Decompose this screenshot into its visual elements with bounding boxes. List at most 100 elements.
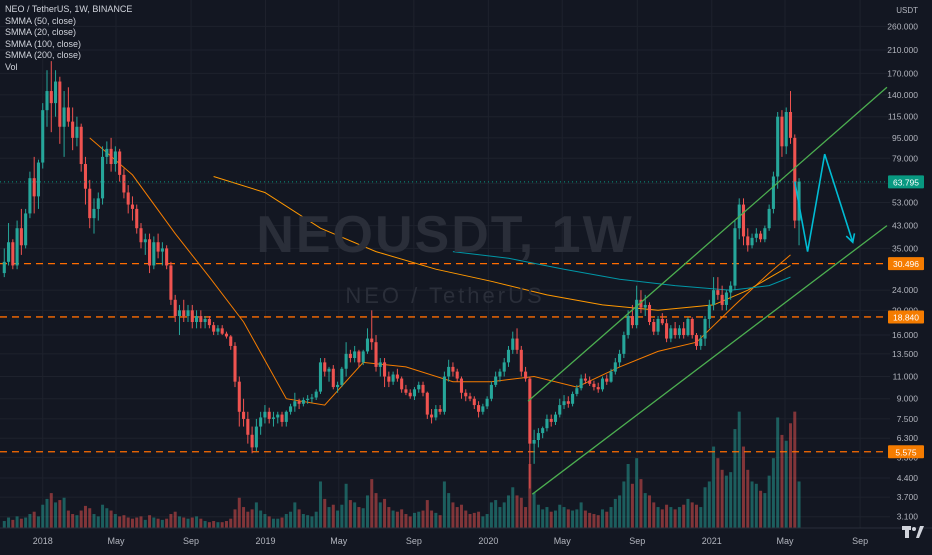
candle-body [699,338,703,346]
candle-body [677,328,681,336]
candle-body [451,366,455,372]
time-tick-label: May [107,536,125,546]
volume-bar [280,517,284,528]
support-marker-box [888,310,924,324]
candle-body [686,318,690,336]
candle-body [220,328,224,334]
support-marker-label: 18.840 [893,312,919,322]
candle-body [609,371,613,382]
volume-bar [767,475,771,528]
volume-bar [156,518,160,528]
candle-body [11,242,15,266]
candle-body [378,362,382,367]
volume-bar [361,508,365,528]
candle-body [36,162,40,197]
candle-body [75,126,79,138]
candle-body [630,316,634,326]
volume-bar [793,411,797,528]
volume-bar [169,514,173,528]
candle-body [442,376,446,412]
volume-bar [54,502,58,528]
candle-body [130,204,135,209]
candle-body [485,398,489,407]
indicator-smma-20[interactable]: SMMA (20, close) [5,27,77,37]
time-axis[interactable]: 2018 May Sep 2019 May Sep 2020 May Sep 2021 May Sep [0,527,932,550]
candle-body [374,342,378,367]
indicator-volume[interactable]: Vol [5,61,18,72]
price-tick-label: 35.000 [892,243,918,253]
volume-bar [596,515,600,528]
candle-body [301,399,305,404]
price-tick-label: 140.000 [887,90,918,100]
volume-bar [784,440,788,528]
candle-body [32,178,36,197]
candle-body [652,322,656,332]
volume-bar [750,481,754,528]
candle-body [647,304,652,323]
candle-body [741,204,746,237]
candle-body [284,411,288,422]
volume-bar [733,429,737,528]
candle-body [459,378,464,393]
price-tick-label: 4.400 [897,473,919,483]
volume-bar [404,514,408,528]
candle-body [186,310,190,317]
volume-bar [246,511,250,528]
volume-bar [451,502,455,528]
candle-body [148,239,152,266]
volume-bar [75,515,79,528]
candle-body [759,233,763,240]
candle-body [83,164,87,189]
smma-line [213,176,791,311]
channel-line-lower [531,225,888,495]
candle-body [767,208,771,229]
candle-body [7,242,11,262]
indicator-smma-100[interactable]: SMMA (100, close) [5,38,82,49]
volume-bar [19,518,23,528]
volume-bar [177,516,181,528]
indicator-smma-200[interactable]: SMMA (200, close) [5,50,82,60]
price-tick-label: 9.000 [897,394,919,404]
candle-body [571,393,575,404]
volume-bars [2,411,801,528]
price-tick-label: 3.100 [897,512,919,522]
volume-bar [720,469,724,528]
tradingview-logo-icon[interactable] [902,524,924,542]
volume-bar [408,516,412,528]
price-tick-label: 6.300 [897,433,919,443]
volume-bar [609,507,613,528]
time-tick-label: 2018 [33,536,53,546]
candle-body [780,116,784,147]
current-price-marker-box [888,175,924,189]
symbol-title[interactable]: NEO / TetherUS, 1W, BINANCE [5,4,133,14]
volume-bar [229,518,233,528]
price-tick-label: 7.500 [897,414,919,424]
indicator-smma-50[interactable]: SMMA (50, close) [5,15,77,26]
candle-body [421,384,425,393]
volume-bar [417,511,421,528]
candle-body [344,353,348,369]
volume-bar [323,498,327,528]
candle-body [660,318,664,324]
candle-body [361,351,365,363]
candle-body [750,237,754,246]
volume-bar [622,481,626,528]
candle-body [771,176,775,209]
candle-body [62,107,66,127]
volume-bar [412,512,416,528]
volume-bar [686,498,690,528]
candle-body [109,148,113,165]
candle-body [515,338,519,350]
volume-bar [378,502,382,528]
smma-line [452,251,791,291]
price-axis[interactable]: USDT 260.000 210.000 170.000 140.000 115.000 9… [887,0,932,550]
volume-bar [32,511,36,528]
candle-body [105,148,109,157]
time-axis-bg [0,528,932,550]
volume-bar [789,423,792,528]
volume-bar [233,509,237,528]
candle-body [327,368,331,372]
volume-bar [583,510,587,528]
